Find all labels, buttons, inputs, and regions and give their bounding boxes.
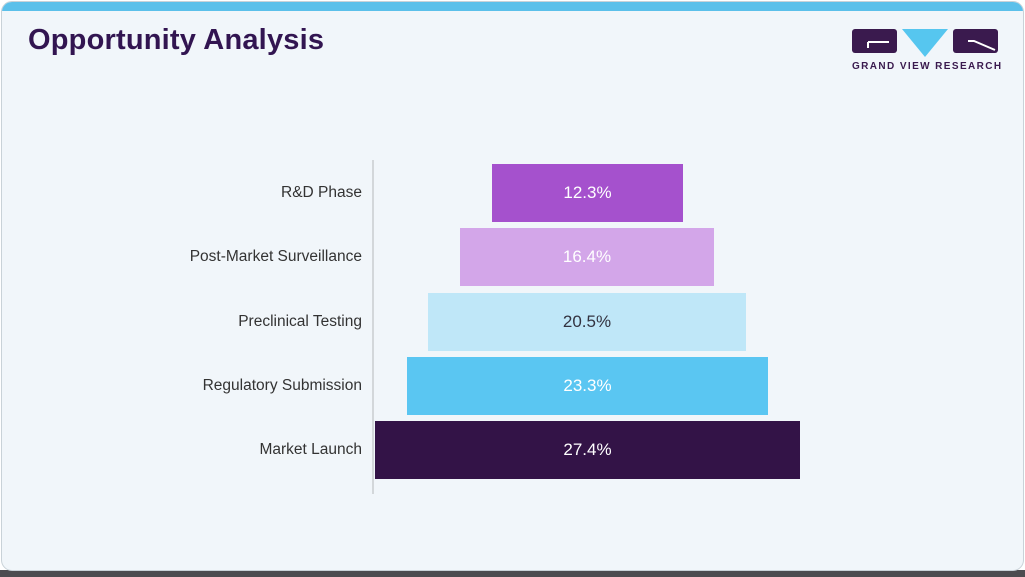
funnel-bar: 20.5% — [428, 293, 746, 351]
funnel-bar: 12.3% — [492, 164, 683, 222]
bar-value-label: 20.5% — [562, 312, 612, 331]
page-title: Opportunity Analysis — [28, 24, 325, 56]
y-axis-line — [372, 160, 374, 494]
logo-r-block-icon — [953, 29, 998, 53]
gvr-logo-marks — [852, 29, 998, 57]
bar-value-label: 16.4% — [562, 247, 612, 266]
category-label: Regulatory Submission — [202, 377, 362, 394]
funnel-row: Post-Market Surveillance 16.4% — [2, 228, 1023, 286]
bar-value-label: 27.4% — [563, 440, 612, 459]
logo-text: GRAND VIEW RESEARCH — [852, 61, 1003, 72]
category-label: Market Launch — [259, 441, 362, 458]
top-accent-bar — [2, 2, 1023, 11]
funnel-bar: 23.3% — [407, 357, 768, 415]
funnel-row: R&D Phase 12.3% — [2, 164, 1023, 222]
logo-g-block-icon — [852, 29, 897, 53]
bar-value-label: 12.3% — [563, 183, 612, 202]
funnel-bar: 27.4% — [375, 421, 800, 479]
category-label: R&D Phase — [281, 184, 362, 201]
bottom-strip — [0, 570, 1025, 577]
category-label: Preclinical Testing — [238, 313, 362, 330]
funnel-row: Regulatory Submission 23.3% — [2, 357, 1023, 415]
funnel-row: Preclinical Testing 20.5% — [2, 293, 1023, 351]
bar-value-label: 23.3% — [563, 376, 612, 395]
funnel-row: Market Launch 27.4% — [2, 421, 1023, 479]
funnel-bar: 16.4% — [460, 228, 714, 286]
funnel-chart: R&D Phase 12.3% Post-Market Surveillance 16… — [2, 160, 1023, 494]
gvr-logo: GRAND VIEW RESEARCH — [852, 29, 1003, 72]
category-label: Post-Market Surveillance — [189, 248, 362, 265]
logo-v-triangle-icon — [902, 29, 948, 57]
